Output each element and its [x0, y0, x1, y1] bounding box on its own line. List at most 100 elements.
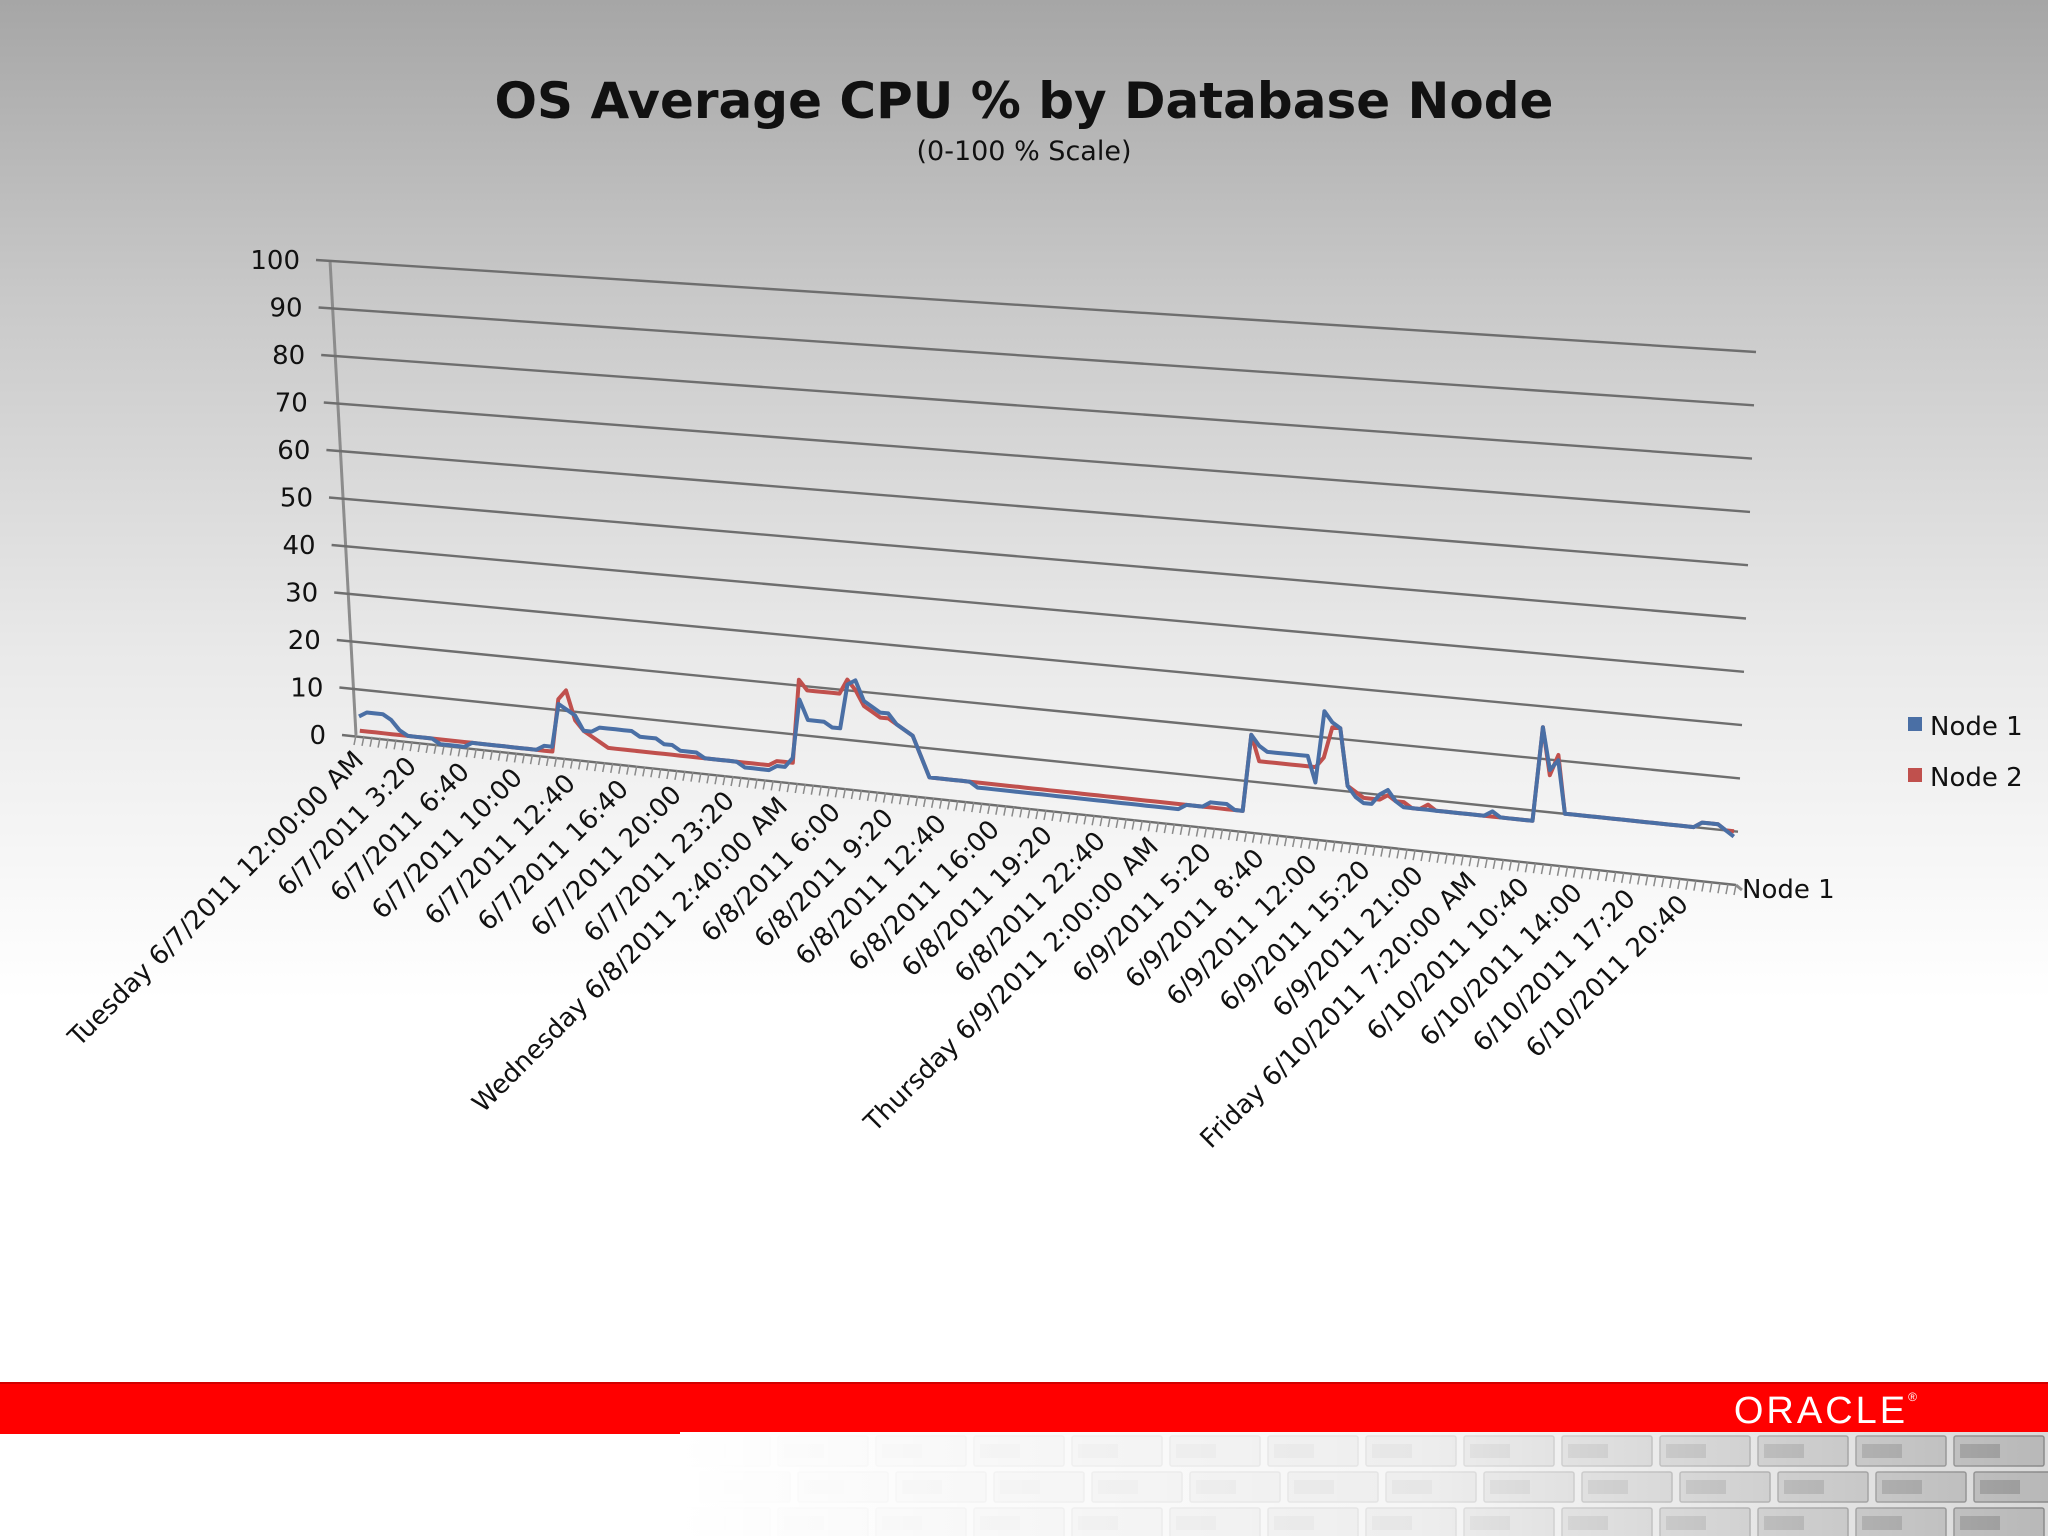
x-tick-mark	[1155, 822, 1160, 833]
x-axis-tick-labels: Tuesday 6/7/2011 12:00:00 AM6/7/2011 3:2…	[62, 745, 1695, 1154]
y-tick-label: 90	[270, 294, 303, 324]
x-tick-mark	[1107, 816, 1111, 828]
legend-label-node1: Node 1	[1930, 712, 2023, 742]
x-tick-mark	[369, 736, 373, 747]
x-tick-mark	[1468, 856, 1472, 867]
x-tick-mark	[1460, 855, 1464, 866]
x-tick-mark	[786, 781, 790, 793]
y-tick-label: 50	[280, 484, 313, 514]
x-tick-mark	[626, 764, 630, 775]
x-tick-mark	[529, 754, 534, 765]
x-tick-mark	[618, 763, 622, 774]
x-tick-mark	[922, 796, 927, 808]
x-tick-mark	[1187, 825, 1192, 836]
x-tick-mark	[1725, 883, 1729, 895]
x-tick-mark	[762, 779, 766, 790]
x-tick-mark	[963, 801, 967, 812]
x-tick-mark	[1548, 864, 1553, 876]
footer-red-band	[0, 1382, 2048, 1434]
x-tick-mark	[1596, 870, 1601, 881]
x-tick-mark	[1572, 867, 1577, 878]
x-tick-mark	[955, 800, 959, 811]
x-tick-mark	[1556, 865, 1561, 876]
x-tick-mark	[1693, 880, 1697, 891]
x-tick-mark	[1043, 809, 1047, 821]
chart-subtitle: (0-100 % Scale)	[916, 136, 1132, 167]
gridline	[336, 638, 1741, 780]
x-tick-mark	[1604, 870, 1609, 882]
x-tick-mark	[553, 756, 558, 767]
x-tick-mark	[1195, 826, 1200, 837]
x-tick-mark	[706, 773, 710, 784]
y-tick-label: 0	[309, 721, 326, 751]
x-tick-mark	[425, 742, 429, 753]
gridline	[321, 353, 1753, 460]
x-tick-mark	[1404, 849, 1408, 860]
x-tick-mark	[1396, 848, 1400, 859]
x-tick-mark	[730, 775, 734, 787]
x-tick-mark	[778, 781, 782, 792]
x-tick-mark	[1532, 863, 1537, 874]
x-tick-mark	[1300, 837, 1304, 849]
y-tick-label: 70	[275, 389, 308, 419]
legend-swatch-node1	[1908, 717, 1922, 731]
x-tick-mark	[979, 802, 983, 814]
x-tick-mark	[1067, 812, 1071, 823]
x-tick-mark	[409, 740, 413, 752]
x-tick-mark	[898, 794, 903, 805]
x-tick-mark	[1123, 818, 1127, 829]
x-tick-mark	[650, 767, 654, 778]
legend-label-node2: Node 2	[1930, 763, 2023, 793]
x-tick-mark	[1283, 836, 1288, 847]
gridline	[326, 448, 1749, 567]
x-tick-mark	[930, 797, 935, 808]
x-tick-mark	[1163, 822, 1168, 834]
x-tick-mark	[1388, 847, 1392, 858]
x-tick-mark	[938, 798, 943, 809]
x-tick-mark	[1628, 873, 1633, 884]
x-tick-mark	[1147, 821, 1152, 832]
x-tick-mark	[1356, 843, 1360, 855]
x-tick-mark	[906, 795, 911, 806]
x-tick-mark	[690, 771, 694, 782]
x-tick-mark	[1484, 857, 1489, 869]
x-tick-mark	[1476, 856, 1480, 868]
x-tick-mark	[642, 766, 646, 777]
x-tick-mark	[1340, 842, 1344, 853]
x-tick-mark	[1259, 833, 1264, 844]
x-tick-mark	[1291, 836, 1296, 848]
x-tick-mark	[682, 770, 686, 781]
x-tick-mark	[505, 751, 510, 762]
x-tick-label: Tuesday 6/7/2011 12:00:00 AM	[62, 745, 370, 1053]
server-rack-image	[680, 1432, 2048, 1536]
x-tick-mark	[1171, 823, 1176, 835]
x-tick-mark	[473, 747, 478, 759]
x-tick-mark	[513, 752, 518, 763]
x-tick-mark	[1131, 819, 1135, 830]
x-tick-mark	[521, 753, 526, 764]
x-tick-mark	[1075, 813, 1079, 824]
x-tick-mark	[577, 759, 582, 770]
x-tick-mark	[770, 780, 774, 791]
x-tick-mark	[1661, 877, 1665, 888]
x-tick-mark	[1091, 815, 1095, 826]
legend-swatch-node2	[1908, 768, 1922, 782]
x-tick-mark	[1139, 820, 1144, 831]
x-tick-mark	[489, 749, 494, 760]
x-tick-mark	[842, 788, 847, 799]
x-tick-mark	[1011, 806, 1015, 817]
y-axis-tick-labels: 0 10 20 30 40 50 60 70 80 90 100	[250, 246, 326, 751]
series-line-node-2	[359, 677, 1735, 834]
x-tick-mark	[826, 786, 831, 797]
x-tick-mark	[545, 755, 550, 767]
x-tick-mark	[1235, 830, 1240, 842]
x-tick-mark	[1500, 859, 1505, 870]
x-tick-mark	[1115, 817, 1119, 828]
x-tick-mark	[1083, 814, 1087, 825]
x-tick-mark	[1380, 846, 1384, 857]
x-tick-mark	[1564, 866, 1569, 877]
x-tick-mark	[1316, 839, 1320, 850]
x-tick-mark	[802, 783, 807, 794]
gridline	[331, 543, 1745, 673]
x-tick-mark	[746, 777, 750, 788]
